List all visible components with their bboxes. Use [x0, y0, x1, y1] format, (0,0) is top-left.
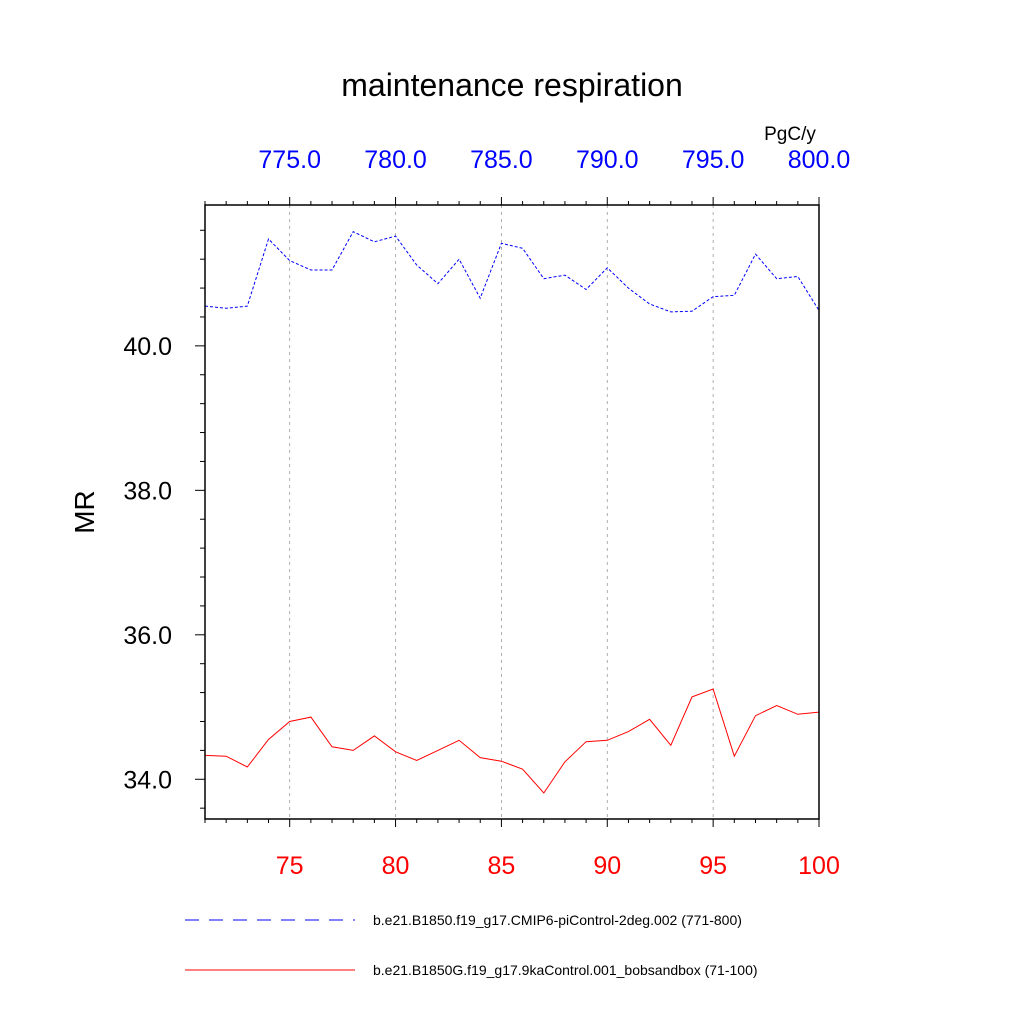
- series-line-2: [204, 688, 820, 794]
- x-top-tick-label: 785.0: [470, 146, 533, 174]
- legend-label-1: b.e21.B1850.f19_g17.CMIP6-piControl-2deg…: [373, 912, 742, 928]
- tick-labels: 75 80 85 90 95 100 775.0 780.0 785.0 790.0 795.0 80…: [123, 146, 850, 880]
- y-tick-label: 38.0: [123, 477, 172, 505]
- legend-label-2: b.e21.B1850G.f19_g17.9kaControl.001_bobs…: [373, 962, 758, 978]
- y-tick-label: 34.0: [123, 766, 172, 794]
- x-bottom-tick-label: 85: [488, 852, 516, 880]
- y-tick-label: 40.0: [123, 333, 172, 361]
- y-axis-label: MR: [69, 490, 100, 534]
- x-bottom-tick-label: 100: [798, 852, 840, 880]
- x-bottom-tick-label: 75: [276, 852, 304, 880]
- x-bottom-tick-label: 80: [382, 852, 410, 880]
- series-group: [204, 231, 820, 794]
- x-bottom-tick-label: 95: [699, 852, 727, 880]
- axis-ticks: [195, 197, 820, 827]
- plot-frame: [204, 204, 820, 820]
- x-top-tick-label: 800.0: [788, 146, 851, 174]
- x-top-tick-label: 795.0: [682, 146, 745, 174]
- y-tick-label: 36.0: [123, 622, 172, 650]
- gridlines: [289, 205, 714, 819]
- x-top-tick-label: 780.0: [364, 146, 427, 174]
- legend: b.e21.B1850.f19_g17.CMIP6-piControl-2deg…: [185, 912, 758, 978]
- chart-title: maintenance respiration: [341, 67, 683, 103]
- x-top-tick-label: 790.0: [576, 146, 639, 174]
- series-line-1: [204, 231, 820, 313]
- units-label: PgC/y: [764, 124, 816, 145]
- x-bottom-tick-label: 90: [593, 852, 621, 880]
- x-top-tick-label: 775.0: [258, 146, 321, 174]
